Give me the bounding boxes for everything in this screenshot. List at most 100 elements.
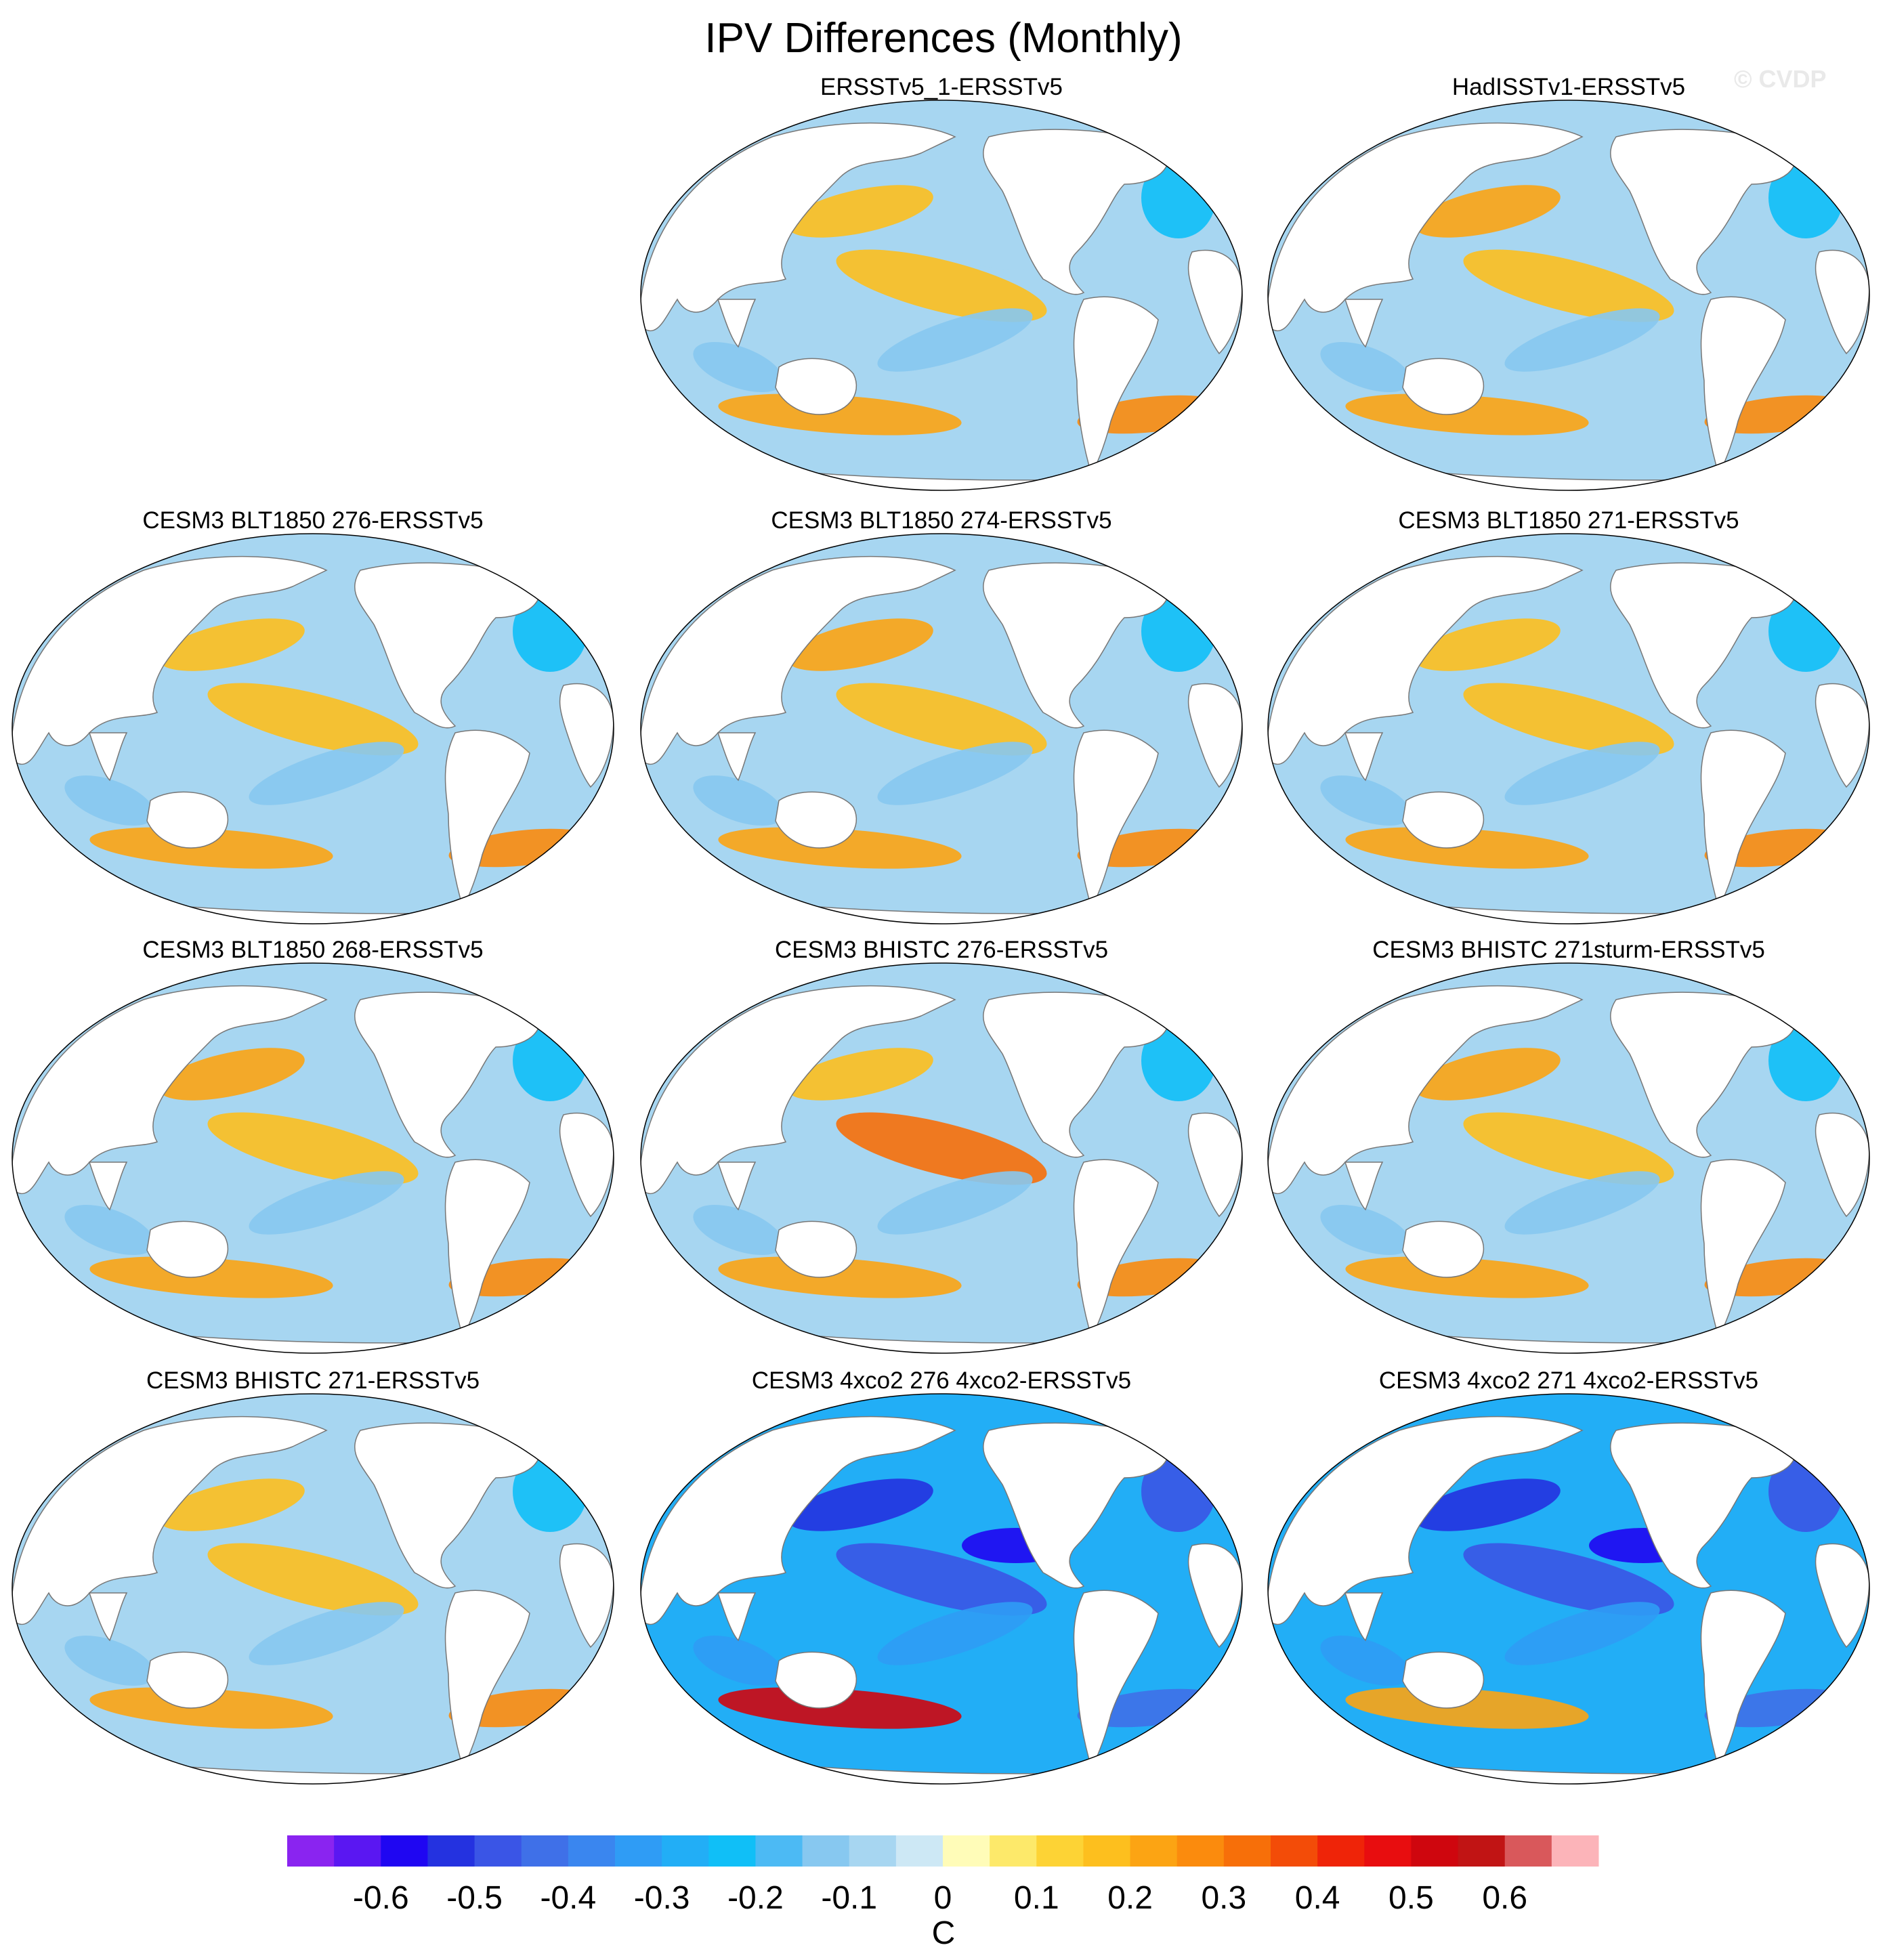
africa-land	[1187, 1112, 1242, 1218]
anomaly-patch	[249, 742, 404, 805]
colorbar-swatch	[1083, 1835, 1131, 1867]
robinson-map	[12, 1393, 614, 1785]
robinson-map	[12, 533, 614, 924]
map-border	[1267, 962, 1870, 1354]
colorbar-tick-label: 0.5	[1388, 1880, 1434, 1916]
map-panel: CESM3 BLT1850 271-ERSSTv5	[1264, 505, 1873, 924]
colorbar-tick-label: -0.6	[353, 1880, 409, 1916]
anomaly-patch	[877, 308, 1033, 372]
anomaly-patch	[1463, 683, 1674, 756]
asia-landmass	[641, 555, 956, 765]
africa-land	[1815, 249, 1869, 355]
colorbar-units-label: C	[931, 1915, 956, 1951]
colorbar-swatch	[287, 1835, 335, 1867]
colorbar-swatch	[427, 1835, 475, 1867]
anomaly-patch	[207, 1112, 419, 1185]
anomaly-patch	[89, 827, 333, 869]
anomaly-patch	[158, 1478, 305, 1531]
anomaly-patch	[64, 775, 155, 826]
anomaly-patch	[718, 393, 962, 435]
panel-title: CESM3 BLT1850 274-ERSSTv5	[771, 507, 1112, 534]
anomaly-patch	[1414, 618, 1561, 671]
anomaly-patch	[1320, 775, 1411, 826]
colorbar-swatch	[662, 1835, 709, 1867]
colorbar-swatch	[1176, 1835, 1225, 1867]
anomaly-patch	[207, 1543, 419, 1616]
anomaly-patch	[89, 1256, 333, 1298]
colorbar-swatch	[381, 1835, 428, 1867]
colorbar-swatch	[474, 1835, 522, 1867]
robinson-map	[1267, 962, 1870, 1354]
map-border	[1267, 1393, 1870, 1785]
anomaly-patch	[207, 683, 419, 756]
anomaly-patch	[718, 1256, 962, 1298]
colorbar-tick-label: 0.1	[1014, 1880, 1059, 1916]
colorbar-swatch	[1411, 1835, 1459, 1867]
colorbar-swatch	[334, 1835, 381, 1867]
robinson-map	[1267, 100, 1870, 491]
anomaly-patch	[836, 1543, 1047, 1616]
map-panel: CESM3 4xco2 271 4xco2-ERSSTv5	[1264, 1365, 1873, 1785]
south-america-land	[1700, 296, 1786, 477]
indian-subcontinent-land	[1344, 732, 1384, 782]
anomaly-patch	[1504, 308, 1660, 372]
south-america-land	[1073, 1590, 1159, 1771]
anomaly-patch	[64, 1636, 155, 1686]
south-america-land	[1073, 729, 1159, 911]
robinson-map	[1267, 1393, 1870, 1785]
africa-land	[559, 683, 614, 788]
anomaly-patch	[1463, 249, 1674, 322]
africa-land	[1815, 1112, 1869, 1218]
anomaly-patch	[693, 775, 784, 826]
anomaly-patch	[877, 1602, 1033, 1665]
asia-landmass	[641, 1415, 956, 1625]
indian-subcontinent-land	[88, 1162, 128, 1211]
colorbar-swatch	[755, 1835, 803, 1867]
anomaly-patch	[1504, 1171, 1660, 1235]
south-america-land	[1700, 1159, 1786, 1340]
panel-title: CESM3 BHISTC 271-ERSSTv5	[146, 1367, 480, 1394]
anomaly-patch	[693, 342, 784, 392]
panel-title: CESM3 BHISTC 271sturm-ERSSTv5	[1372, 937, 1765, 963]
anomaly-patch	[1414, 185, 1561, 238]
map-panel: CESM3 BLT1850 276-ERSSTv5	[8, 505, 618, 924]
map-border	[12, 533, 614, 924]
map-border	[12, 1393, 614, 1785]
anomaly-patch	[1345, 1256, 1589, 1298]
colorbar-swatch	[990, 1835, 1037, 1867]
anomaly-patch	[787, 1478, 933, 1531]
anomaly-patch	[718, 1687, 962, 1729]
asia-landmass	[12, 555, 328, 765]
cvdp-watermark: © CVDP	[1734, 65, 1827, 93]
australia-land	[146, 1651, 229, 1709]
indian-subcontinent-land	[717, 732, 757, 782]
indian-subcontinent-land	[717, 1162, 757, 1211]
anomaly-patch	[787, 1048, 933, 1101]
anomaly-patch	[1504, 742, 1660, 805]
asia-landmass	[641, 985, 956, 1195]
indian-subcontinent-land	[1344, 1592, 1384, 1642]
anomaly-patch	[1463, 1543, 1674, 1616]
anomaly-patch	[1320, 1636, 1411, 1686]
south-america-land	[1700, 1590, 1786, 1771]
anomaly-patch	[249, 1602, 404, 1665]
anomaly-patch	[718, 827, 962, 869]
colorbar-tick-label: -0.4	[540, 1880, 596, 1916]
anomaly-patch	[1414, 1478, 1561, 1531]
south-america-land	[1073, 296, 1159, 477]
colorbar-swatch	[895, 1835, 944, 1867]
anomaly-patch	[836, 683, 1047, 756]
map-panel: CESM3 BHISTC 271sturm-ERSSTv5	[1264, 935, 1873, 1354]
anomaly-patch	[836, 249, 1047, 322]
colorbar-tick-label: 0.3	[1201, 1880, 1246, 1916]
asia-landmass	[1268, 1415, 1584, 1625]
anomaly-patch	[877, 742, 1033, 805]
map-border	[12, 962, 614, 1354]
map-border	[1267, 533, 1870, 924]
map-panel: ERSSTv5_1-ERSSTv5	[637, 72, 1246, 491]
indian-subcontinent-land	[88, 1592, 128, 1642]
australia-land	[146, 1220, 229, 1278]
colorbar-swatch	[802, 1835, 850, 1867]
australia-land	[775, 791, 857, 849]
colorbar-swatch	[521, 1835, 569, 1867]
